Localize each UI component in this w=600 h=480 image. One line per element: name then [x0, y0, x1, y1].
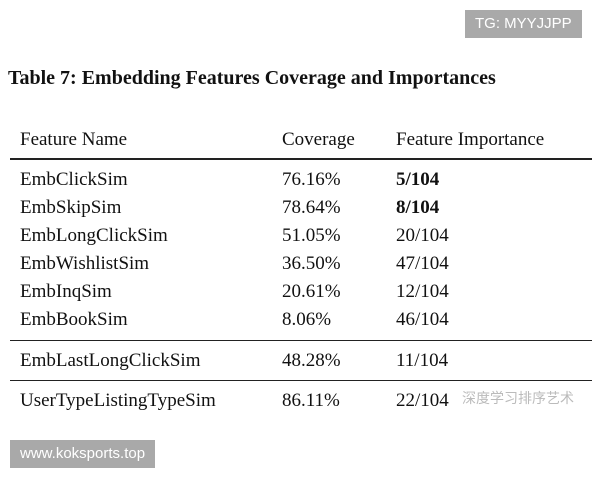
table-cell: 86.11% — [282, 390, 340, 411]
table-cell: 76.16% — [282, 169, 341, 190]
table-cell: 46/104 — [396, 309, 449, 330]
table-cell: EmbInqSim — [20, 281, 112, 302]
header-cell: Feature Importance — [396, 129, 545, 150]
wechat-watermark: 深度学习排序艺术 — [462, 391, 574, 407]
table-caption: Table 7: Embedding Features Coverage and… — [8, 67, 496, 89]
table-cell: 8.06% — [282, 309, 332, 330]
table-cell: 78.64% — [282, 197, 341, 218]
group-rule — [10, 380, 592, 381]
table-cell: EmbSkipSim — [20, 197, 122, 218]
table-cell: 8/104 — [396, 197, 440, 218]
header-rule — [10, 158, 592, 160]
table-cell: 11/104 — [396, 350, 449, 371]
table-cell: 47/104 — [396, 253, 449, 274]
table-cell: 48.28% — [282, 350, 341, 371]
watermark-top: TG: MYYJJPP — [465, 10, 582, 38]
header-cell: Coverage — [282, 129, 355, 150]
table-cell: 20.61% — [282, 281, 341, 302]
header-cell: Feature Name — [20, 129, 128, 150]
table-cell: 36.50% — [282, 253, 341, 274]
table-cell: 20/104 — [396, 225, 449, 246]
table-cell: 12/104 — [396, 281, 449, 302]
table-cell: EmbClickSim — [20, 169, 128, 190]
table-cell: EmbWishlistSim — [20, 253, 150, 274]
table-cell: EmbLastLongClickSim — [20, 350, 201, 371]
table-cell: 5/104 — [396, 169, 440, 190]
group-rule — [10, 340, 592, 341]
table-cell: UserTypeListingTypeSim — [20, 390, 216, 411]
table-cell: EmbLongClickSim — [20, 225, 168, 246]
watermark-bottom: www.koksports.top — [10, 440, 156, 468]
table-cell: 22/104 — [396, 390, 449, 411]
table-cell: 51.05% — [282, 225, 341, 246]
table-cell: EmbBookSim — [20, 309, 128, 330]
